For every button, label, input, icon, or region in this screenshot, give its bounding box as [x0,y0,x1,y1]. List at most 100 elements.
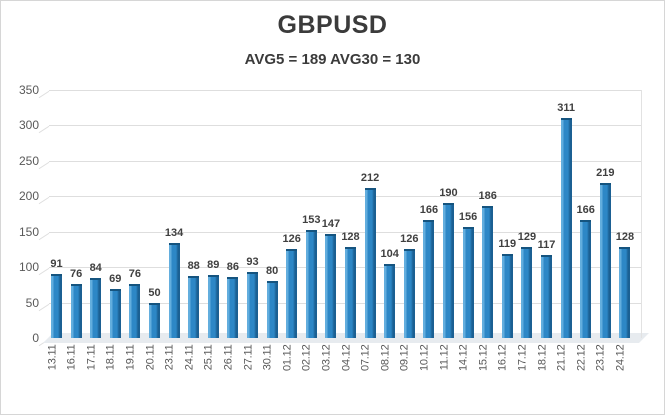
bar-value-label: 129 [517,231,537,243]
x-axis-tick-label: 18.12 [536,344,548,372]
bar-value-label: 186 [478,190,497,202]
bar-value-label: 119 [498,238,517,250]
bar-value-label: 69 [109,273,122,285]
x-axis-tick-label: 02.12 [300,344,313,372]
bar [149,303,160,338]
bar [599,183,611,338]
x-axis-tick-label: 15.12 [477,344,490,372]
x-axis-tick-label: 25.11 [202,344,215,371]
plot-right-wall [641,90,642,338]
bar-value-label: 104 [380,248,399,260]
gridline [49,90,641,91]
bar [266,281,278,338]
x-axis-tick-label: 14.12 [457,344,470,372]
bar-value-label: 212 [360,172,380,184]
x-axis-tick-label: 21.12 [555,344,568,372]
gridline-perspective-tick [38,197,50,205]
bar [541,255,552,338]
x-axis-tick-label: 03.12 [320,344,333,372]
bar-value-label: 80 [265,265,279,277]
gridline [49,196,641,198]
y-axis-tick-label: 50 [25,295,39,310]
bar-value-label: 76 [128,268,142,280]
x-axis-tick-label: 22.12 [575,344,588,372]
x-axis-tick-label: 24.12 [614,344,627,372]
bar [188,276,200,338]
bar [70,284,82,338]
bar [129,284,141,338]
x-axis-tick-label: 10.12 [418,344,431,372]
gridline-perspective-tick [38,232,50,240]
y-axis-tick-label: 0 [32,331,39,345]
bar-value-label: 91 [50,258,63,270]
bar [443,203,454,338]
bar-value-label: 134 [164,227,184,239]
x-axis-tick-label: 30.11 [261,344,274,371]
bar [403,249,415,338]
bar [580,220,592,338]
y-axis-tick-label: 150 [18,224,39,239]
bar-value-label: 219 [596,167,615,179]
bar-value-label: 311 [557,102,575,114]
x-axis-tick-label: 17.11 [85,344,98,371]
gridline-perspective-tick [38,90,50,99]
x-axis-tick-label: 19.11 [124,344,137,371]
bar-value-label: 93 [246,256,259,268]
bar [364,188,376,338]
y-axis-tick-label: 350 [18,83,39,97]
x-axis-tick-label: 20.11 [144,344,156,371]
y-axis-tick-label: 200 [18,189,39,204]
gridline-perspective-tick [38,126,50,134]
x-axis-tick-label: 07.12 [359,344,372,372]
bar-value-label: 126 [400,233,419,245]
bar-value-label: 153 [302,214,321,226]
bar [51,274,62,338]
bar [90,278,102,338]
bar [384,264,396,338]
x-axis-tick-label: 17.12 [516,344,529,372]
bar [207,275,219,338]
bar-value-label: 128 [615,231,635,243]
bar [286,249,298,338]
bar-value-label: 166 [576,204,595,216]
bar-value-label: 147 [321,218,341,230]
bar-value-label: 117 [537,239,556,251]
x-axis-tick-label: 04.12 [340,344,352,372]
bar-value-label: 76 [69,268,83,280]
bar [247,272,258,338]
x-axis-tick-label: 08.12 [379,344,392,372]
x-axis-tick-label: 27.11 [242,344,254,371]
x-axis-tick-label: 26.11 [222,344,235,371]
bar [482,206,494,338]
gridline-perspective-tick [38,161,50,170]
bar [109,289,121,338]
chart-title: GBPUSD [277,11,388,39]
x-axis-tick-label: 24.11 [183,344,196,371]
bar [305,230,317,338]
bar-value-label: 84 [89,262,102,274]
gridline [49,125,641,127]
x-axis-tick-label: 11.12 [438,344,450,371]
bar-value-label: 88 [187,260,200,272]
x-axis-tick-label: 16.11 [65,344,78,371]
bar-value-label: 190 [439,187,458,199]
bar [168,243,180,338]
x-axis-tick-label: 13.11 [46,344,58,371]
bar [325,234,337,338]
bar-value-label: 50 [148,287,161,299]
y-axis-tick-label: 250 [18,153,39,168]
x-axis-tick-label: 23.12 [594,344,607,372]
bar [501,254,513,338]
bar-value-label: 86 [226,261,240,273]
x-axis-tick-label: 09.12 [398,344,411,372]
bar [345,247,356,338]
bar-value-label: 128 [341,231,360,243]
y-axis-tick-label: 100 [18,260,39,275]
gridline-perspective-tick [38,303,50,311]
bar-value-label: 126 [282,233,301,245]
bar [560,118,572,338]
x-axis-tick-label: 18.11 [104,344,117,371]
bar [462,227,474,338]
x-axis-tick-label: 01.12 [281,344,294,372]
